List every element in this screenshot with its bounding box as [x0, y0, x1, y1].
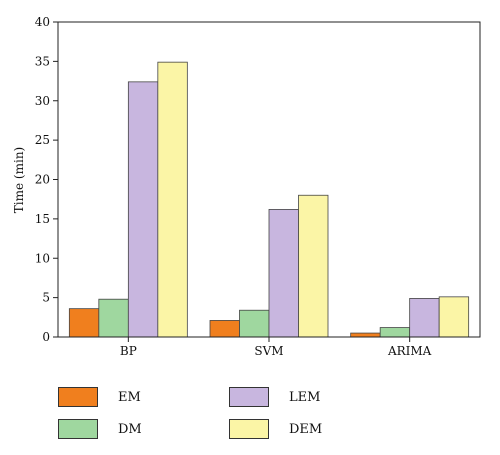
legend-swatch-lem: [229, 387, 269, 407]
bar-dem-bp: [157, 61, 188, 338]
legend-label-dm: DM: [118, 421, 142, 437]
bar-lem-arima: [409, 298, 440, 338]
bar-lem-bp: [127, 81, 159, 338]
y-tick-label: 40: [35, 15, 50, 29]
bar-dm-svm: [239, 309, 270, 338]
y-tick-label: 0: [42, 330, 50, 344]
y-tick-label: 5: [42, 291, 50, 305]
bar-dem-arima: [438, 296, 470, 338]
legend-item-lem: LEM: [229, 386, 320, 408]
bar-dm-arima: [379, 327, 411, 338]
y-tick-label: 30: [35, 94, 50, 108]
bar-em-arima: [350, 332, 381, 338]
y-tick-label: 25: [35, 133, 50, 147]
legend-item-em: EM: [58, 386, 141, 408]
x-tick-label: BP: [120, 344, 137, 358]
legend-item-dm: DM: [58, 418, 142, 440]
bar-lem-svm: [268, 209, 299, 338]
y-tick-label: 10: [35, 251, 50, 265]
y-axis-label: Time (min): [12, 147, 26, 213]
bar-dem-svm: [298, 194, 329, 338]
bar-dm-bp: [98, 298, 129, 338]
bar-em-bp: [68, 308, 100, 338]
legend-label-dem: DEM: [289, 421, 323, 437]
legend-label-lem: LEM: [289, 389, 321, 405]
legend-swatch-dm: [58, 419, 98, 439]
legend-label-em: EM: [118, 389, 141, 405]
x-tick-label: ARIMA: [387, 344, 432, 358]
y-tick-label: 20: [35, 173, 50, 187]
legend-swatch-em: [58, 387, 98, 407]
y-tick-label: 35: [35, 54, 50, 68]
bar-chart: BP SVM ARIMA 0 5 10 15 20 25 30 35 40 Time (min): [12, 15, 481, 358]
legend: EM DM LEM DEM: [58, 386, 358, 446]
legend-item-dem: DEM: [229, 418, 322, 440]
y-tick-label: 15: [35, 212, 50, 226]
legend-swatch-dem: [229, 419, 269, 439]
x-tick-label: SVM: [254, 344, 283, 358]
bar-em-svm: [209, 320, 240, 338]
